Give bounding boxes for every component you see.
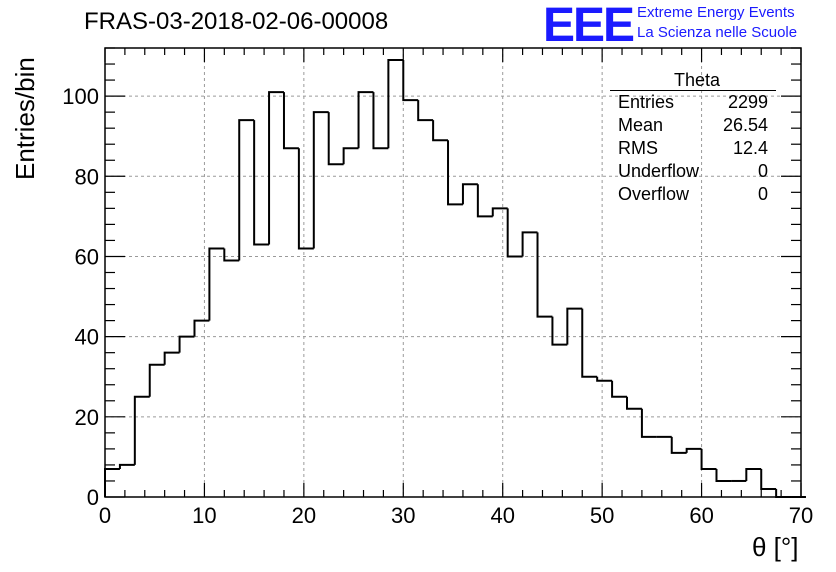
x-tick-label: 70 — [789, 503, 813, 528]
chart-title: FRAS-03-2018-02-06-00008 — [84, 8, 389, 35]
x-tick-labels: 0 10 20 30 40 50 60 70 — [99, 503, 813, 528]
stats-row-entries: Entries 2299 — [610, 91, 776, 114]
y-tick-label: 100 — [62, 84, 99, 109]
histogram-bin — [223, 248, 240, 262]
histogram-bin — [342, 147, 359, 165]
histogram-bin — [521, 231, 538, 257]
histogram-bin — [148, 363, 165, 397]
histogram-bin — [133, 395, 150, 465]
stats-row-overflow: Overflow 0 — [610, 183, 776, 206]
histogram-bin — [432, 120, 449, 142]
histogram-bin — [700, 448, 717, 470]
histogram-bin — [551, 316, 568, 346]
histogram-bin — [775, 488, 792, 498]
histogram-bin — [238, 119, 255, 261]
histogram-bin — [566, 307, 583, 345]
logo-caption-line1: Extreme Energy Events — [637, 4, 795, 21]
histogram-bin — [745, 467, 762, 481]
eee-logo: EEE — [543, 0, 635, 52]
histogram-bin — [312, 111, 329, 249]
axis-ticks — [104, 47, 802, 498]
y-tick-label: 20 — [75, 405, 99, 430]
histogram-bin — [506, 208, 523, 258]
histogram-bin — [163, 351, 180, 365]
stats-label: Entries — [618, 92, 675, 112]
histogram-bin — [626, 396, 642, 410]
histogram-bin — [640, 408, 657, 438]
histogram-bars — [104, 59, 806, 498]
histogram-bin — [357, 91, 374, 149]
histogram-bin — [193, 319, 210, 337]
y-tick-label: 0 — [87, 485, 99, 510]
histogram-bin — [476, 184, 493, 218]
histogram-bin — [253, 120, 270, 246]
x-tick-label: 60 — [689, 503, 713, 528]
histogram-bin — [581, 308, 598, 378]
x-tick-label: 30 — [391, 503, 415, 528]
y-axis-label: Entries/bin — [10, 57, 40, 180]
histogram-bin — [491, 207, 508, 217]
histogram-bin — [685, 447, 702, 453]
y-tick-label: 60 — [75, 244, 99, 269]
histogram-bin — [327, 112, 344, 166]
stats-label: Overflow — [618, 184, 690, 204]
y-tick-label: 80 — [75, 164, 99, 189]
stats-value: 12.4 — [732, 138, 768, 158]
stats-label: RMS — [618, 138, 658, 158]
histogram-bin — [297, 148, 314, 250]
histogram-bin — [611, 380, 627, 398]
stats-value: 2299 — [727, 92, 768, 112]
x-tick-label: 20 — [292, 503, 316, 528]
stats-row-rms: RMS 12.4 — [610, 137, 776, 160]
histogram-bin — [536, 232, 553, 318]
grid-lines — [105, 48, 801, 497]
x-axis-label: θ [°] — [752, 532, 799, 562]
histogram-bin — [104, 467, 120, 497]
stats-value: 0 — [757, 184, 768, 204]
stats-value: 26.54 — [722, 115, 768, 135]
histogram-bin — [461, 183, 478, 205]
x-tick-label: 40 — [490, 503, 514, 528]
stats-label: Mean — [618, 115, 664, 135]
x-tick-label: 0 — [99, 503, 111, 528]
histogram-bin — [417, 100, 434, 122]
histogram-bin — [402, 60, 419, 102]
histogram-bin — [268, 91, 284, 245]
histogram-bin — [387, 59, 404, 149]
histogram-bin — [372, 92, 389, 150]
histogram-bin — [447, 140, 463, 206]
stats-row-underflow: Underflow 0 — [610, 160, 776, 183]
x-tick-label: 50 — [590, 503, 614, 528]
histogram-bin — [208, 247, 225, 321]
x-tick-label: 10 — [192, 503, 216, 528]
stats-box: Theta Entries 2299 Mean 26.54 RMS 12.4 U… — [610, 70, 776, 206]
stats-label: Underflow — [618, 161, 700, 181]
histogram-bin — [760, 468, 777, 490]
stats-value: 0 — [757, 161, 768, 181]
y-tick-label: 40 — [75, 325, 99, 350]
histogram-bin — [715, 468, 732, 482]
histogram-bin — [118, 463, 135, 469]
stats-title: Theta — [610, 70, 776, 91]
logo-caption-line2: La Scienza nelle Scuole — [637, 24, 798, 41]
stats-row-mean: Mean 26.54 — [610, 114, 776, 137]
histogram-bin — [670, 436, 687, 454]
histogram-bin — [178, 335, 195, 353]
histogram-bin — [596, 376, 613, 382]
histogram-bin — [282, 92, 299, 150]
y-tick-labels: 0 20 40 60 80 100 — [62, 84, 99, 510]
